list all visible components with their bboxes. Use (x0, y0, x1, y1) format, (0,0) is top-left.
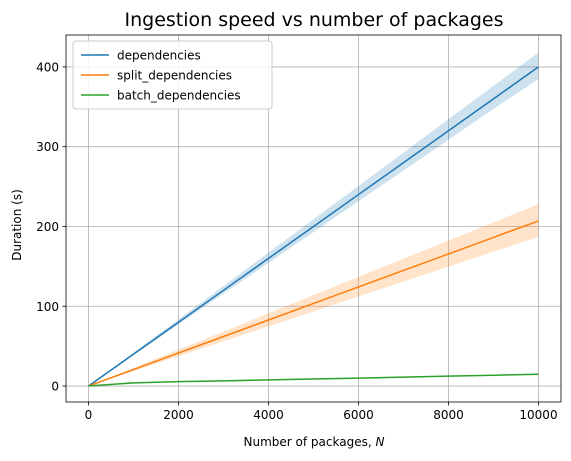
x-tick-label: 0 (85, 408, 93, 422)
legend-label-dependencies: dependencies (117, 49, 201, 63)
x-tick-label: 10000 (519, 408, 557, 422)
y-tick-label: 300 (36, 140, 59, 154)
x-tick-label: 2000 (163, 408, 194, 422)
x-tick-label: 6000 (343, 408, 374, 422)
x-tick-label: 4000 (253, 408, 284, 422)
y-tick-label: 100 (36, 300, 59, 314)
legend-label-batch_dependencies: batch_dependencies (117, 89, 241, 103)
x-tick-label: 8000 (433, 408, 464, 422)
series-line-dependencies (88, 66, 539, 387)
y-tick-label: 200 (36, 220, 59, 234)
series-band-split_dependencies (88, 204, 539, 387)
series-line-split_dependencies (88, 220, 539, 387)
x-axis-title: Number of packages, N (244, 435, 385, 449)
x-axis-title-variable: N (375, 435, 384, 449)
y-axis-title: Duration (s) (10, 189, 24, 261)
series-band-dependencies (88, 52, 539, 387)
series-line-batch_dependencies (88, 373, 539, 387)
plot-frame (65, 34, 562, 403)
series-lines (88, 66, 539, 387)
y-tick-label: 0 (51, 380, 59, 394)
legend-box (72, 40, 273, 110)
y-tick-label: 400 (36, 60, 59, 74)
legend: dependencies split_dependencies batch_depe… (72, 40, 273, 110)
legend-label-split_dependencies: split_dependencies (117, 69, 232, 83)
x-axis-title-prefix: Number of packages, (244, 435, 376, 449)
axis-ticks: 0 2000 4000 6000 8000 10000 0 100 200 300 400 (36, 60, 558, 422)
chart-title: Ingestion speed vs number of packages (124, 9, 503, 31)
